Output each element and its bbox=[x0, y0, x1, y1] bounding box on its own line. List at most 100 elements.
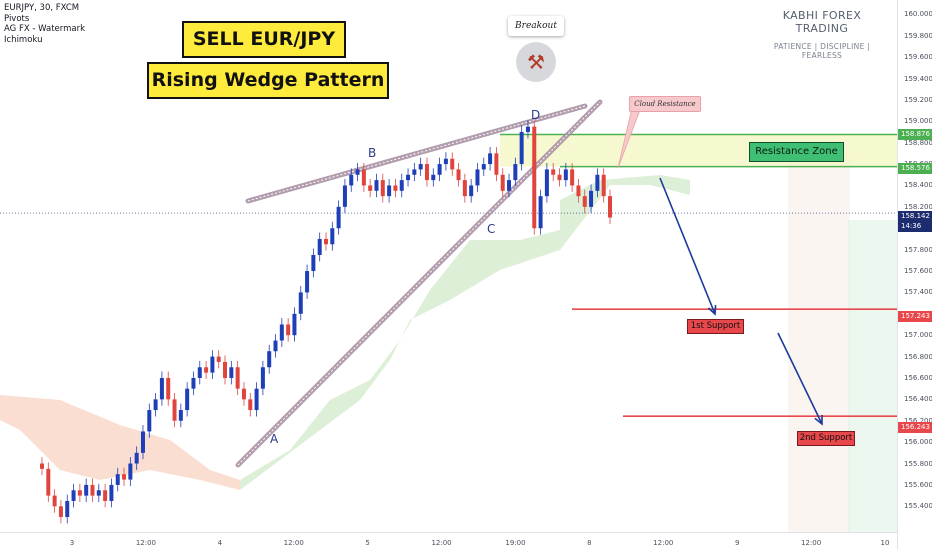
price-tick-label: 157.600 bbox=[904, 267, 932, 276]
candle-body bbox=[557, 174, 562, 181]
candle-body bbox=[488, 153, 493, 165]
price-tick-label: 157.000 bbox=[904, 331, 932, 340]
candle-body bbox=[380, 180, 385, 197]
candle-body bbox=[595, 174, 600, 191]
price-tick-label: 156.000 bbox=[904, 438, 932, 447]
candle-body bbox=[147, 410, 152, 432]
candle-body bbox=[494, 153, 499, 175]
candle-body bbox=[507, 180, 512, 191]
candle-body bbox=[330, 228, 335, 245]
candle-body bbox=[538, 196, 543, 229]
wedge-upper-line bbox=[245, 103, 588, 204]
candle-body bbox=[406, 174, 411, 181]
second-support-label[interactable]: 2nd Support bbox=[797, 431, 855, 446]
price-tick-label: 155.600 bbox=[904, 480, 932, 489]
wedge-lower-line-inner bbox=[237, 101, 601, 466]
candle-body bbox=[317, 238, 322, 255]
candle-body bbox=[532, 126, 537, 229]
first-support-label[interactable]: 1st Support bbox=[687, 319, 744, 334]
projection-arrow-2 bbox=[777, 332, 823, 425]
price-tick-label: 159.200 bbox=[904, 95, 932, 104]
candle-body bbox=[65, 500, 70, 517]
candle-body bbox=[582, 196, 587, 207]
candle-body bbox=[374, 180, 379, 191]
candle-body bbox=[387, 185, 392, 197]
price-tick-label: 157.400 bbox=[904, 288, 932, 297]
candle-body bbox=[298, 292, 303, 314]
time-axis[interactable] bbox=[0, 532, 897, 550]
candle-body bbox=[525, 126, 530, 132]
support2-badge: 156.243 bbox=[898, 422, 932, 433]
candle-body bbox=[241, 388, 246, 400]
brand-tagline: PATIENCE | DISCIPLINE | FEARLESS bbox=[773, 42, 871, 60]
candle-body bbox=[115, 474, 120, 485]
resistance-zone-label[interactable]: Resistance Zone bbox=[749, 142, 844, 162]
candle-body bbox=[443, 158, 448, 165]
candle-body bbox=[52, 495, 57, 507]
ichimoku-cloud-bull bbox=[240, 175, 690, 490]
price-tick-label: 158.800 bbox=[904, 138, 932, 147]
main-title: SELL EUR/JPY bbox=[182, 21, 346, 58]
candle-body bbox=[159, 377, 164, 400]
candle-body bbox=[58, 506, 63, 517]
candle-body bbox=[197, 367, 202, 378]
time-tick-label: 5 bbox=[365, 539, 370, 547]
hammer-icon[interactable]: ⚒ bbox=[516, 42, 556, 82]
projection-arrow-1 bbox=[659, 177, 716, 315]
brand-name: KABHI FOREX TRADING bbox=[782, 9, 862, 35]
price-tick-label: 158.400 bbox=[904, 181, 932, 190]
pattern-title: Rising Wedge Pattern bbox=[147, 62, 389, 99]
symbol-info-panel: EURJPY, 30, FXCM Pivots AG FX - Watermar… bbox=[4, 3, 85, 45]
price-tick-label: 156.600 bbox=[904, 373, 932, 382]
time-tick-label: 12:00 bbox=[135, 539, 156, 547]
price-tick-label: 157.800 bbox=[904, 245, 932, 254]
time-tick-label: 9 bbox=[734, 539, 740, 547]
candle-body bbox=[456, 169, 461, 181]
candle-body bbox=[368, 185, 373, 191]
time-tick-label: 8 bbox=[587, 539, 592, 547]
candle-body bbox=[437, 164, 442, 175]
price-axis[interactable] bbox=[897, 0, 932, 550]
price-tick-label: 156.400 bbox=[904, 395, 932, 404]
projection-shade bbox=[788, 150, 850, 532]
candle-body bbox=[248, 399, 253, 411]
candle-body bbox=[355, 169, 360, 175]
candle-body bbox=[267, 351, 272, 368]
candle-body bbox=[140, 431, 145, 453]
candle-body bbox=[576, 185, 581, 197]
candle-body bbox=[469, 185, 474, 197]
indicator-pivots[interactable]: Pivots bbox=[4, 13, 30, 24]
candle-body bbox=[412, 169, 417, 175]
time-tick-label: 12:00 bbox=[431, 539, 452, 547]
candle-body bbox=[191, 377, 196, 389]
candle-body bbox=[418, 164, 423, 170]
candle-body bbox=[462, 180, 467, 197]
indicator-ichimoku[interactable]: Ichimoku bbox=[4, 34, 43, 45]
projection-arrow-1-head bbox=[707, 304, 717, 316]
candle-body bbox=[166, 377, 171, 400]
candle-body bbox=[513, 164, 518, 181]
candle-body bbox=[424, 164, 429, 181]
time-tick-label: 19:00 bbox=[505, 539, 526, 547]
cloud-resistance-label[interactable]: Cloud Resistance bbox=[629, 96, 701, 112]
candle-body bbox=[563, 169, 568, 181]
candle-body bbox=[305, 271, 310, 293]
candle-body bbox=[128, 463, 133, 480]
resistance-bottom-badge: 158.576 bbox=[898, 163, 932, 174]
price-tick-label: 159.800 bbox=[904, 31, 932, 40]
price-tick-label: 155.800 bbox=[904, 459, 932, 468]
candle-body bbox=[393, 185, 398, 191]
breakout-label[interactable]: Breakout bbox=[508, 16, 564, 36]
candle-body bbox=[178, 410, 183, 421]
candle-body bbox=[90, 484, 95, 496]
time-tick-label: 12:00 bbox=[800, 539, 822, 547]
candle-body bbox=[450, 158, 455, 170]
candle-body bbox=[292, 313, 297, 336]
price-tick-label: 156.800 bbox=[904, 352, 932, 361]
price-tick-label: 158.200 bbox=[904, 202, 932, 211]
candle-body bbox=[109, 484, 114, 501]
candle-body bbox=[551, 169, 556, 175]
candle-body bbox=[361, 169, 366, 186]
indicator-watermark[interactable]: AG FX - Watermark bbox=[4, 24, 86, 34]
symbol-title[interactable]: EURJPY, 30, FXCM bbox=[4, 3, 80, 13]
